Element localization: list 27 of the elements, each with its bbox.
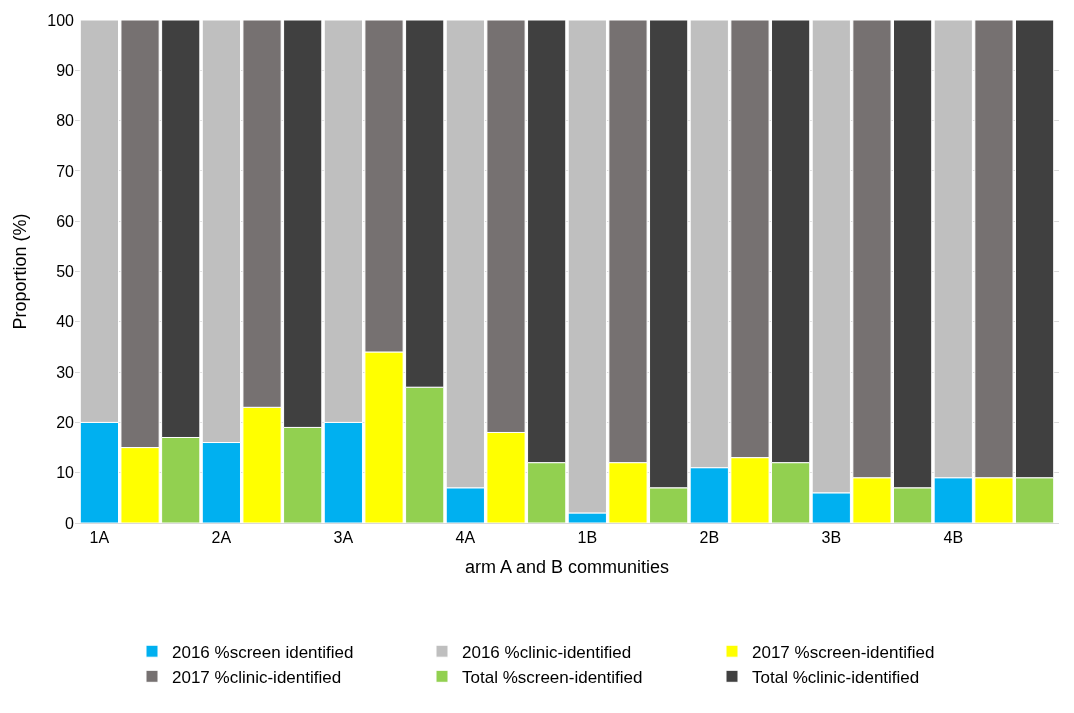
- x-tick-label: 2B: [699, 529, 720, 547]
- legend-label: 2017 %screen-identified: [752, 642, 935, 662]
- x-tick-label: 3A: [333, 529, 354, 547]
- x-tick-label: 4B: [943, 529, 964, 547]
- x-tick-label: 1A: [89, 529, 110, 547]
- y-tick-label: 20: [56, 414, 75, 431]
- y-tick-label: 0: [65, 514, 75, 532]
- legend-label: 2016 %screen identified: [172, 642, 354, 662]
- y-tick-label: 70: [56, 162, 75, 180]
- legend-label: 2016 %clinic-identified: [462, 642, 632, 662]
- legend-label: Total %screen-identified: [462, 667, 643, 687]
- y-tick-label: 10: [56, 464, 75, 482]
- y-tick-label: 60: [56, 212, 75, 230]
- y-tick-label: 30: [56, 363, 75, 381]
- legend-label: Total %clinic-identified: [752, 667, 920, 687]
- y-tick-label: 100: [47, 11, 75, 29]
- x-tick-label: 1B: [577, 529, 598, 547]
- y-tick-label: 40: [56, 313, 75, 331]
- y-axis-title: Proportion (%): [10, 213, 31, 330]
- y-tick-label: 90: [56, 61, 75, 79]
- y-tick-label: 50: [56, 263, 75, 281]
- x-tick-label: 3B: [821, 529, 842, 547]
- x-tick-label: 2A: [211, 529, 232, 547]
- x-axis-title: arm A and B communities: [464, 557, 670, 578]
- legend-label: 2017 %clinic-identified: [172, 667, 342, 687]
- x-tick-label: 4A: [455, 529, 476, 547]
- y-tick-label: 80: [56, 112, 75, 130]
